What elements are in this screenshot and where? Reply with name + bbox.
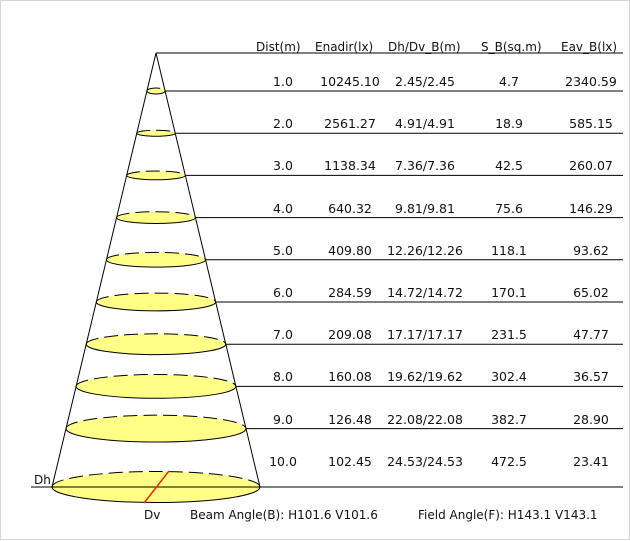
header-enadir: Enadir(lx) (315, 40, 374, 54)
beam-ellipse (65, 415, 247, 443)
ellipse-front (116, 217, 196, 224)
cell-enadir: 284.59 (328, 285, 372, 300)
ellipse-back-dashed (126, 170, 186, 176)
header-dist: Dist(m) (256, 40, 301, 54)
ellipse-back-dashed (85, 333, 227, 345)
beam-ellipse (136, 130, 176, 137)
cell-s-b: 170.1 (491, 285, 527, 300)
cell-eav-b: 146.29 (569, 200, 613, 216)
cell-s-b: 18.9 (495, 116, 523, 132)
ellipse-front (136, 132, 176, 137)
cell-eav-b: 585.15 (569, 116, 613, 132)
cell-enadir: 102.45 (328, 453, 372, 469)
cell-dist: 2.0 (273, 116, 293, 132)
cell-dh-dv: 24.53/24.53 (387, 453, 463, 469)
cone-left-edge (51, 52, 157, 488)
cell-enadir: 409.80 (328, 242, 372, 258)
cell-eav-b: 28.90 (573, 411, 609, 427)
cell-dh-dv: 7.36/7.36 (395, 158, 455, 174)
ellipse-front (105, 259, 207, 268)
cell-eav-b: 93.62 (573, 242, 609, 258)
ellipse-back-dashed (95, 292, 217, 303)
cell-eav-b: 260.07 (569, 158, 613, 174)
cell-dist: 7.0 (273, 327, 293, 343)
cell-s-b: 4.7 (499, 74, 519, 89)
cell-s-b: 42.5 (495, 158, 523, 174)
cell-dist: 10.0 (269, 453, 297, 469)
cell-dh-dv: 19.62/19.62 (387, 369, 463, 385)
cell-s-b: 382.7 (491, 411, 527, 427)
beam-ellipse (126, 171, 186, 180)
cell-dist: 5.0 (273, 242, 293, 258)
cell-enadir: 209.08 (328, 327, 372, 343)
cell-enadir: 160.08 (328, 369, 372, 385)
cell-s-b: 75.6 (495, 200, 523, 216)
cell-dist: 4.0 (273, 200, 293, 216)
beam-ellipse (116, 211, 196, 224)
cell-s-b: 231.5 (491, 327, 527, 343)
ellipse-front (126, 175, 186, 181)
cell-enadir: 126.48 (328, 411, 372, 427)
cell-dist: 6.0 (273, 285, 293, 300)
cell-dist: 1.0 (273, 74, 293, 89)
ellipse-back-dashed (75, 374, 237, 387)
cell-s-b: 118.1 (491, 242, 527, 258)
ellipse-front (85, 344, 227, 356)
cell-enadir: 640.32 (328, 200, 372, 216)
beam-ellipse (106, 252, 206, 268)
ellipse-back-dashed (51, 471, 261, 488)
cell-eav-b: 36.57 (573, 369, 609, 385)
cell-dh-dv: 12.26/12.26 (387, 242, 463, 258)
beam-angle-caption: Beam Angle(B): H101.6 V101.6 (190, 508, 378, 522)
cell-dh-dv: 17.17/17.17 (387, 327, 463, 343)
dv-indicator-line (143, 470, 170, 504)
ellipse-front (95, 301, 217, 312)
cell-s-b: 302.4 (491, 369, 527, 385)
cell-dist: 9.0 (273, 411, 293, 427)
ellipse-back-dashed (116, 211, 196, 218)
dv-label: Dv (144, 508, 161, 522)
beam-ellipse (146, 88, 166, 94)
cell-eav-b: 23.41 (573, 453, 609, 469)
header-s-b: S_B(sq.m) (481, 40, 542, 54)
beam-ellipse (76, 374, 236, 399)
cell-dist: 8.0 (273, 369, 293, 385)
ellipse-front (146, 90, 166, 95)
cell-dist: 3.0 (273, 158, 293, 174)
field-angle-caption: Field Angle(F): H143.1 V143.1 (418, 508, 598, 522)
cell-enadir: 10245.10 (320, 74, 380, 89)
ellipse-back-dashed (136, 129, 176, 134)
header-dh-dv: Dh/Dv_B(m) (388, 40, 461, 54)
cell-dh-dv: 14.72/14.72 (387, 285, 463, 300)
ellipse-back-dashed (105, 251, 207, 260)
cell-eav-b: 65.02 (573, 285, 609, 300)
cell-enadir: 2561.27 (324, 116, 376, 132)
beam-ellipse (86, 333, 226, 355)
header-eav-b: Eav_B(lx) (561, 40, 618, 54)
cell-dh-dv: 22.08/22.08 (387, 411, 463, 427)
dh-label: Dh (34, 473, 51, 487)
cell-dh-dv: 4.91/4.91 (395, 116, 455, 132)
ellipse-front (51, 486, 261, 503)
ellipse-front (65, 428, 247, 443)
cell-dh-dv: 9.81/9.81 (395, 200, 455, 216)
cell-eav-b: 47.77 (573, 327, 609, 343)
cell-eav-b: 2340.59 (565, 74, 617, 89)
cell-dh-dv: 2.45/2.45 (395, 74, 455, 89)
ellipse-front (75, 386, 237, 399)
cell-s-b: 472.5 (491, 453, 527, 469)
beam-ellipse (96, 293, 216, 311)
cone-right-edge (155, 52, 261, 488)
cell-enadir: 1138.34 (324, 158, 376, 174)
ellipse-back-dashed (65, 414, 247, 429)
